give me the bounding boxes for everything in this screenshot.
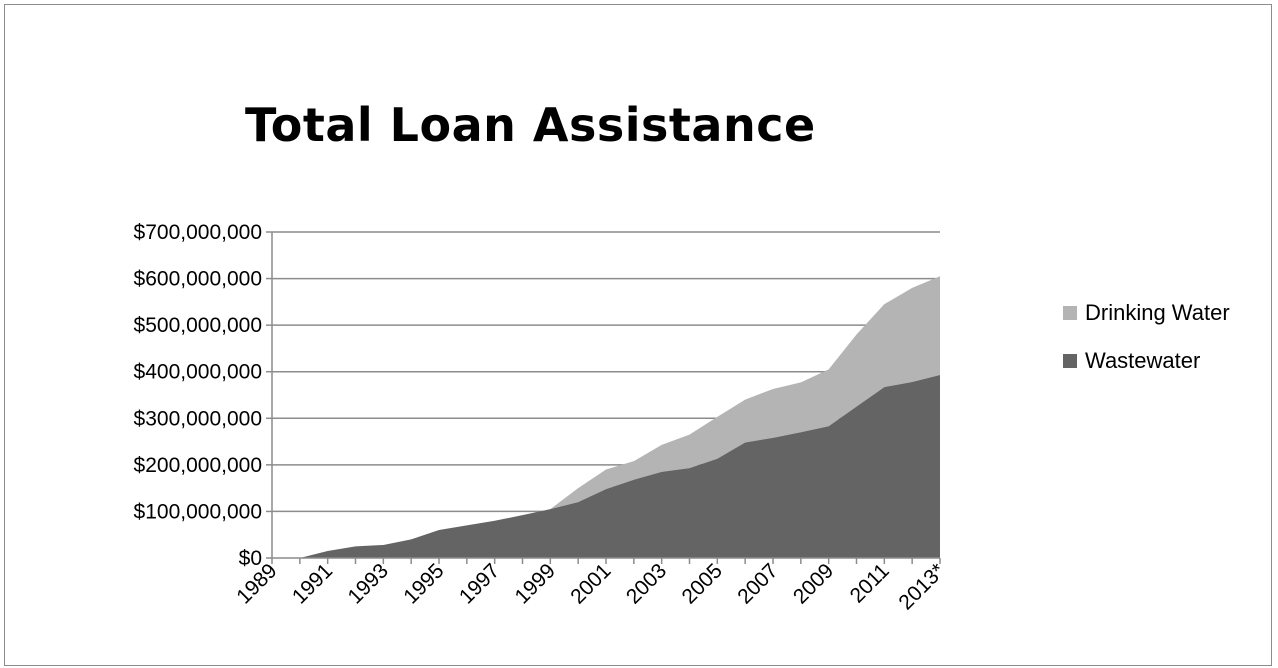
y-tick-label: $600,000,000 — [134, 268, 262, 291]
y-tick-label: $400,000,000 — [134, 361, 262, 384]
legend-swatch-drinking-water — [1063, 306, 1077, 320]
y-axis-tick-labels: $0 $100,000,000 $200,000,000 $300,000,000 $4… — [134, 221, 262, 570]
x-tick-label: 2001 — [566, 559, 615, 608]
legend-label-wastewater: Wastewater — [1085, 348, 1201, 373]
y-tick-label: $700,000,000 — [134, 221, 262, 244]
legend-item-wastewater: Wastewater — [1063, 348, 1230, 374]
y-tick-label: $200,000,000 — [134, 454, 262, 477]
axes — [266, 231, 941, 564]
x-tick-label: 1993 — [344, 559, 393, 608]
x-tick-label: 2005 — [678, 559, 727, 608]
area-drinking-water — [272, 276, 940, 558]
chart-title: Total Loan Assistance — [245, 98, 816, 152]
x-tick-label: 2013* — [894, 559, 949, 614]
x-tick-label: 1997 — [455, 559, 504, 608]
x-tick-label: 2003 — [622, 559, 671, 608]
area-series — [272, 276, 940, 558]
area-wastewater — [272, 374, 940, 558]
legend-label-drinking-water: Drinking Water — [1085, 300, 1230, 325]
x-tick-label: 2011 — [846, 559, 894, 607]
legend-item-drinking-water: Drinking Water — [1063, 300, 1230, 326]
x-axis-tick-labels: 1989 1991 1993 1995 1997 1999 2001 2003 2005 2007… — [232, 559, 949, 614]
y-tick-label: $300,000,000 — [134, 407, 262, 430]
x-tick-label: 2009 — [789, 559, 838, 608]
x-tick-label: 2007 — [733, 559, 782, 608]
x-tick-label: 1999 — [511, 559, 560, 608]
y-tick-label: $500,000,000 — [134, 314, 262, 337]
legend-swatch-wastewater — [1063, 354, 1077, 368]
y-tick-label: $0 — [239, 547, 262, 570]
x-tick-label: 1995 — [399, 559, 448, 608]
x-tick-label: 1991 — [288, 559, 337, 608]
y-tick-label: $100,000,000 — [134, 500, 262, 523]
legend: Drinking Water Wastewater — [1063, 300, 1230, 396]
